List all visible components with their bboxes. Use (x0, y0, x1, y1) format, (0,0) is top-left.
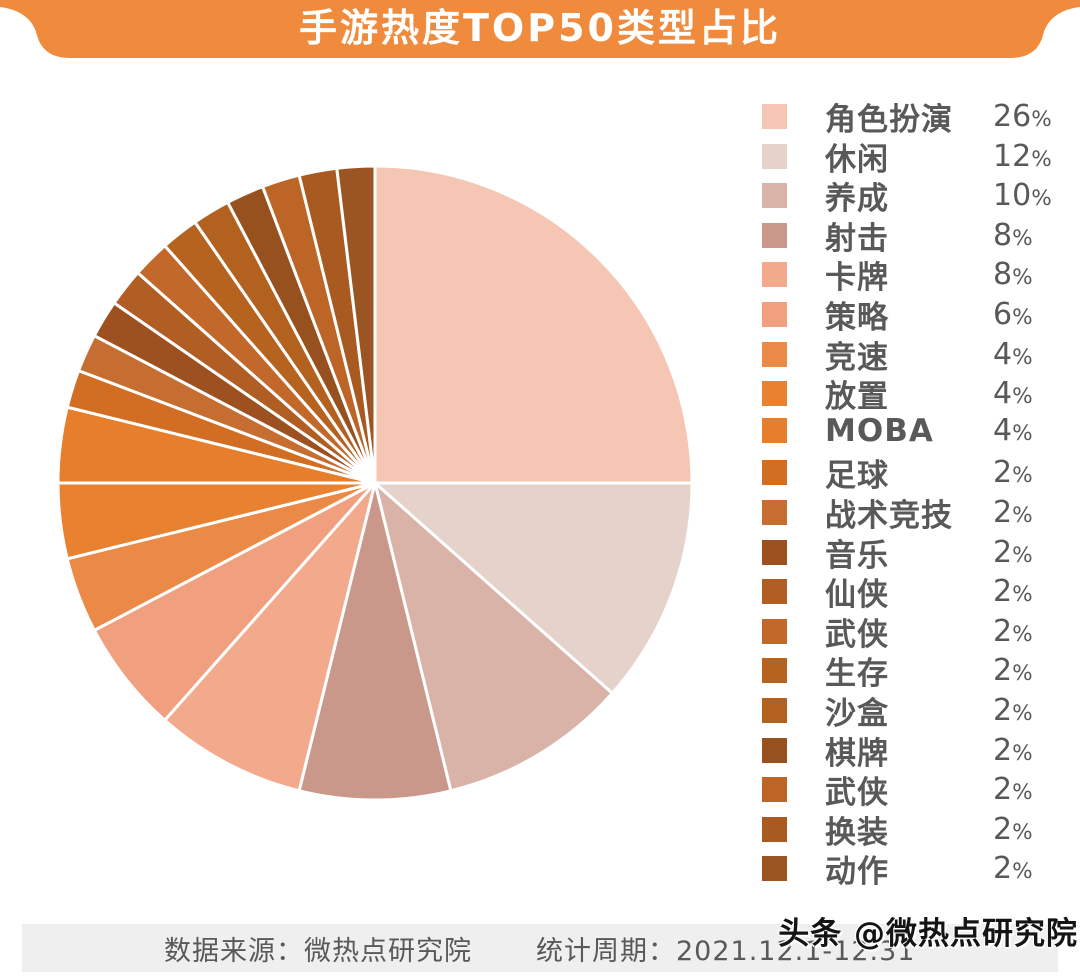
page-title: 手游热度TOP50类型占比 (299, 6, 781, 50)
legend-swatch (762, 381, 787, 407)
legend-value: 2% (993, 732, 1033, 768)
legend-value: 26% (993, 99, 1052, 134)
legend-label: 沙盒 (825, 695, 889, 732)
legend-value: 4% (993, 336, 1033, 372)
legend-row: 足球 2% (756, 450, 1076, 494)
legend-swatch (762, 777, 787, 803)
legend-swatch (762, 418, 787, 444)
legend-swatch (762, 658, 787, 684)
legend-label: 仙侠 (825, 577, 889, 614)
legend-value: 2% (993, 534, 1033, 570)
legend-row: 射击 8% (756, 213, 1076, 257)
legend-swatch (762, 499, 787, 525)
legend-swatch (762, 301, 787, 327)
legend-swatch (762, 104, 787, 129)
legend-value: 2% (993, 692, 1033, 728)
legend-label: 武侠 (825, 775, 889, 812)
legend-row: 休闲 12% (756, 134, 1076, 178)
legend-swatch (762, 816, 787, 842)
stat-period-text: 统计周期：2021.12.1-12.31 (536, 935, 916, 967)
legend-row: 养成 10% (756, 173, 1076, 217)
pie-chart (56, 164, 694, 802)
legend-label: 换装 (825, 814, 889, 851)
legend-row: 棋牌 2% (756, 728, 1076, 772)
legend-row: 动作 2% (756, 846, 1076, 890)
legend-value: 2% (993, 494, 1033, 530)
legend-label: 竞速 (825, 339, 889, 376)
pie-slice-卡牌 (162, 482, 377, 793)
legend-row: MOBA 4% (756, 411, 1076, 451)
legend-label: 武侠 (825, 616, 889, 653)
legend-row: 角色扮演 26% (756, 94, 1076, 138)
legend-label: 射击 (825, 220, 889, 257)
watermark: 头条 @微热点研究院 (778, 916, 1078, 952)
legend-value: 6% (993, 296, 1033, 332)
legend-value: 2% (993, 613, 1033, 649)
legend-label: 动作 (825, 854, 889, 891)
legend-value: 4% (993, 413, 1033, 449)
legend-row: 武侠 2% (756, 767, 1076, 811)
pie-slice-射击 (297, 482, 453, 802)
legend-value: 2% (993, 455, 1033, 491)
legend-value: 10% (993, 178, 1052, 214)
legend-row: 竞速 4% (756, 332, 1076, 376)
legend-row: 放置 4% (756, 371, 1076, 415)
legend-swatch (762, 697, 787, 723)
legend-row: 仙侠 2% (756, 569, 1076, 613)
legend-value: 8% (993, 257, 1033, 293)
legend-swatch (762, 539, 787, 565)
legend-swatch (762, 856, 787, 882)
legend-label: 生存 (825, 656, 889, 693)
legend-swatch (762, 737, 787, 763)
legend-label: 养成 (825, 181, 889, 218)
banner-shape (0, 0, 1080, 58)
legend-swatch (762, 143, 787, 169)
pie-slice-休闲 (371, 481, 694, 696)
legend-swatch (762, 262, 787, 288)
legend-swatch (762, 579, 787, 605)
legend-label: 音乐 (825, 537, 889, 574)
legend-row: 音乐 2% (756, 530, 1076, 574)
legend: 角色扮演 26% 休闲 12% 养成 10% 射击 8% 卡牌 8% 策略 6% 竞速 4% 放置 4% MOB… (756, 94, 1076, 890)
legend-swatch (762, 460, 787, 486)
legend-value: 2% (993, 772, 1033, 808)
legend-label: MOBA (825, 412, 934, 449)
legend-value: 8% (993, 217, 1033, 253)
legend-label: 战术竞技 (825, 497, 953, 534)
legend-swatch (762, 222, 787, 248)
legend-label: 卡牌 (825, 260, 889, 297)
legend-label: 足球 (825, 458, 889, 495)
legend-value: 12% (993, 138, 1052, 174)
legend-label: 休闲 (825, 141, 889, 178)
legend-row: 策略 6% (756, 292, 1076, 336)
legend-row: 换装 2% (756, 807, 1076, 851)
legend-label: 策略 (825, 299, 889, 336)
legend-swatch (762, 618, 787, 644)
legend-value: 2% (993, 851, 1033, 887)
data-source-text: 数据来源：微热点研究院 (164, 935, 472, 967)
legend-swatch (762, 341, 787, 367)
legend-row: 沙盒 2% (756, 688, 1076, 732)
legend-row: 武侠 2% (756, 609, 1076, 653)
title-banner: 手游热度TOP50类型占比 (0, 0, 1080, 60)
legend-label: 放置 (825, 379, 889, 416)
legend-value: 2% (993, 811, 1033, 847)
legend-value: 4% (993, 376, 1033, 412)
legend-row: 战术竞技 2% (756, 490, 1076, 534)
legend-label: 棋牌 (825, 735, 889, 772)
legend-value: 2% (993, 574, 1033, 610)
legend-label: 角色扮演 (825, 102, 953, 138)
legend-row: 生存 2% (756, 648, 1076, 692)
pie-slice-动作 (335, 164, 377, 484)
legend-value: 2% (993, 653, 1033, 689)
pie-slice-角色扮演 (373, 164, 694, 485)
legend-row: 卡牌 8% (756, 252, 1076, 296)
pie-slice-养成 (372, 478, 615, 793)
footer-bar: 数据来源：微热点研究院 统计周期：2021.12.1-12.31 (22, 924, 1058, 972)
legend-swatch (762, 183, 787, 209)
